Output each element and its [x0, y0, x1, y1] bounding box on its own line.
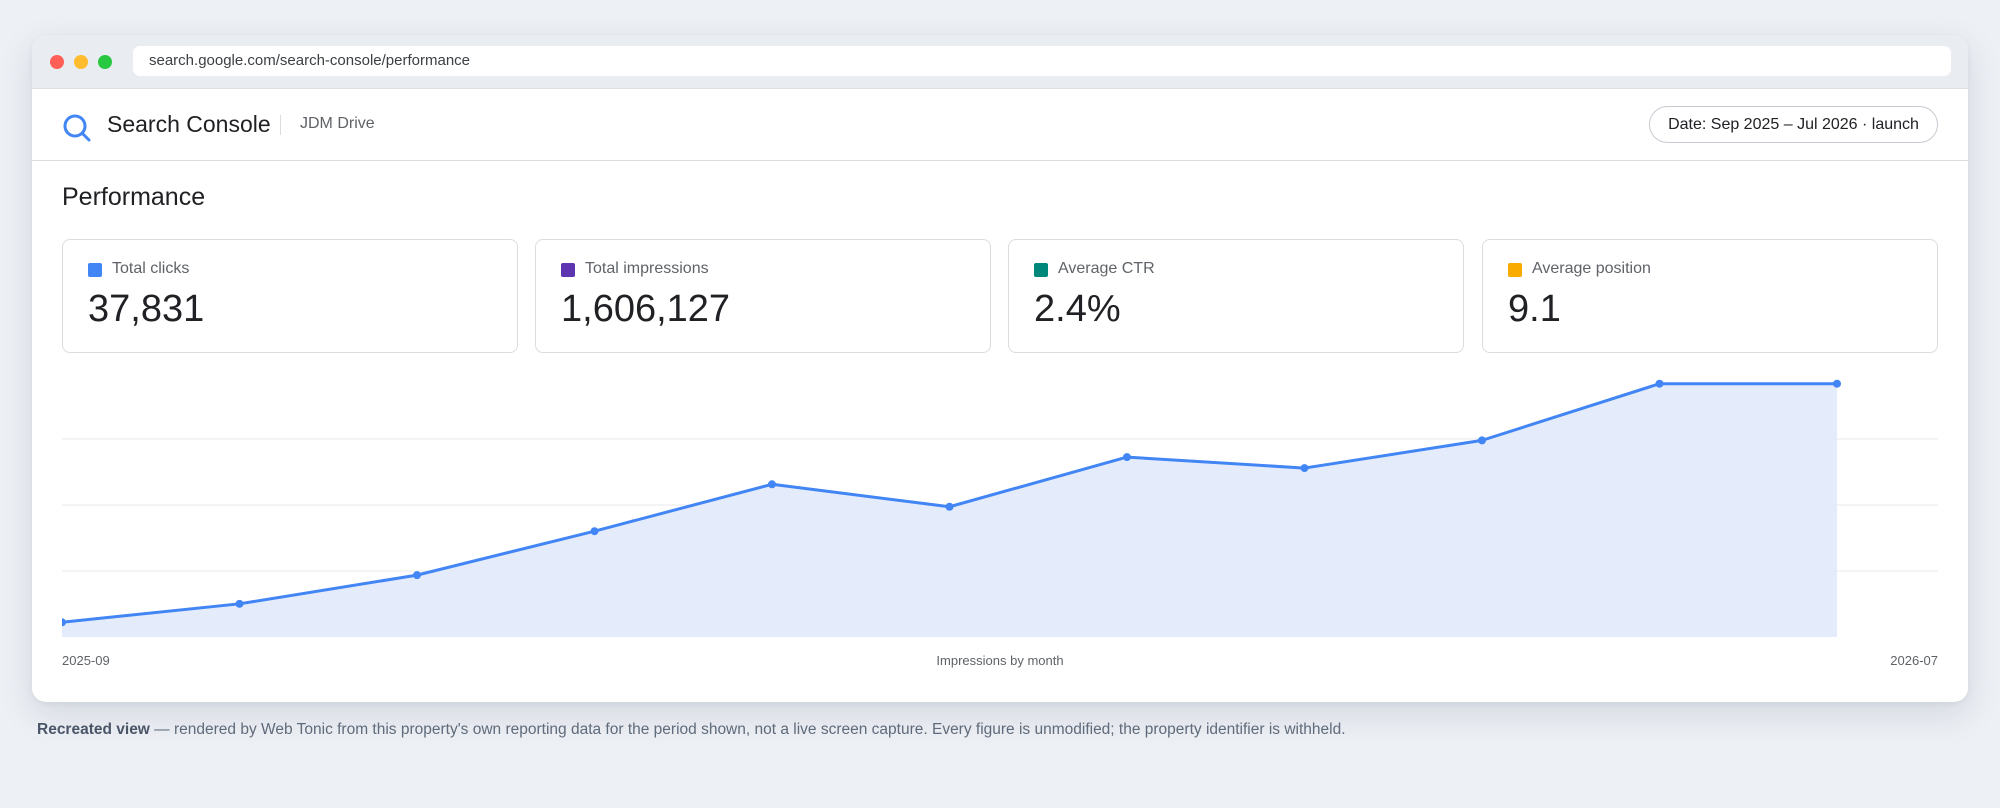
impressions-point-2026-06[interactable]	[1655, 379, 1664, 388]
page-title: Performance	[62, 183, 206, 211]
metric-label: Total clicks	[112, 260, 190, 277]
close-window-button[interactable]	[50, 55, 64, 69]
property-selector[interactable]: JDM Drive	[300, 115, 375, 132]
metric-card-total-clicks[interactable]: Total clicks 37,831	[62, 239, 518, 353]
date-filter-chip[interactable]: Date: Sep 2025 – Jul 2026 · launch	[1649, 106, 1938, 143]
metric-label: Average position	[1532, 260, 1651, 277]
browser-toolbar: search.google.com/search-console/perform…	[32, 35, 1968, 89]
metric-card-total-impressions[interactable]: Total impressions 1,606,127	[535, 239, 991, 353]
metric-color-swatch	[561, 263, 575, 277]
metric-value: 2.4%	[1034, 288, 1121, 330]
impressions-point-2026-03[interactable]	[1123, 453, 1131, 462]
x-tick-label-end: 2026-07	[1890, 653, 1938, 668]
address-bar[interactable]: search.google.com/search-console/perform…	[133, 46, 1951, 76]
search-console-logo-icon	[63, 114, 91, 142]
metric-label: Total impressions	[585, 260, 709, 277]
caption-text: — rendered by Web Tonic from this proper…	[149, 721, 1346, 738]
metric-value: 1,606,127	[561, 288, 731, 330]
impressions-point-2026-07[interactable]	[1833, 379, 1841, 388]
impressions-point-2025-12[interactable]	[590, 527, 599, 536]
browser-window: search.google.com/search-console/perform…	[32, 35, 1968, 702]
impressions-point-2026-05[interactable]	[1478, 436, 1486, 445]
product-name: Search Console	[107, 111, 271, 137]
impressions-point-2026-04[interactable]	[1300, 464, 1309, 473]
minimize-window-button[interactable]	[74, 55, 88, 69]
impressions-point-2025-10[interactable]	[235, 599, 244, 608]
impressions-chart	[58, 375, 1938, 675]
metric-value: 9.1	[1508, 288, 1561, 330]
impressions-point-2026-01[interactable]	[768, 480, 776, 489]
chart-title: Impressions by month	[936, 653, 1064, 668]
impressions-point-2025-11[interactable]	[413, 571, 421, 580]
caption-bold: Recreated view	[37, 721, 150, 738]
impressions-point-2026-02[interactable]	[945, 502, 954, 511]
metric-label: Average CTR	[1058, 260, 1155, 277]
metric-value: 37,831	[88, 288, 205, 330]
metric-card-average-ctr[interactable]: Average CTR 2.4%	[1008, 239, 1464, 353]
header-divider	[280, 115, 281, 135]
maximize-window-button[interactable]	[98, 55, 112, 69]
metric-card-average-position[interactable]: Average position 9.1	[1482, 239, 1938, 353]
x-tick-label-start: 2025-09	[62, 653, 110, 668]
metric-color-swatch	[1508, 263, 1522, 277]
metric-color-swatch	[1034, 263, 1048, 277]
footer-caption: Recreated view — rendered by Web Tonic f…	[37, 721, 1963, 739]
app-header: Search Console JDM Drive Date: Sep 2025 …	[32, 89, 1968, 161]
impressions-chart-svg	[58, 379, 1938, 637]
metric-color-swatch	[88, 263, 102, 277]
